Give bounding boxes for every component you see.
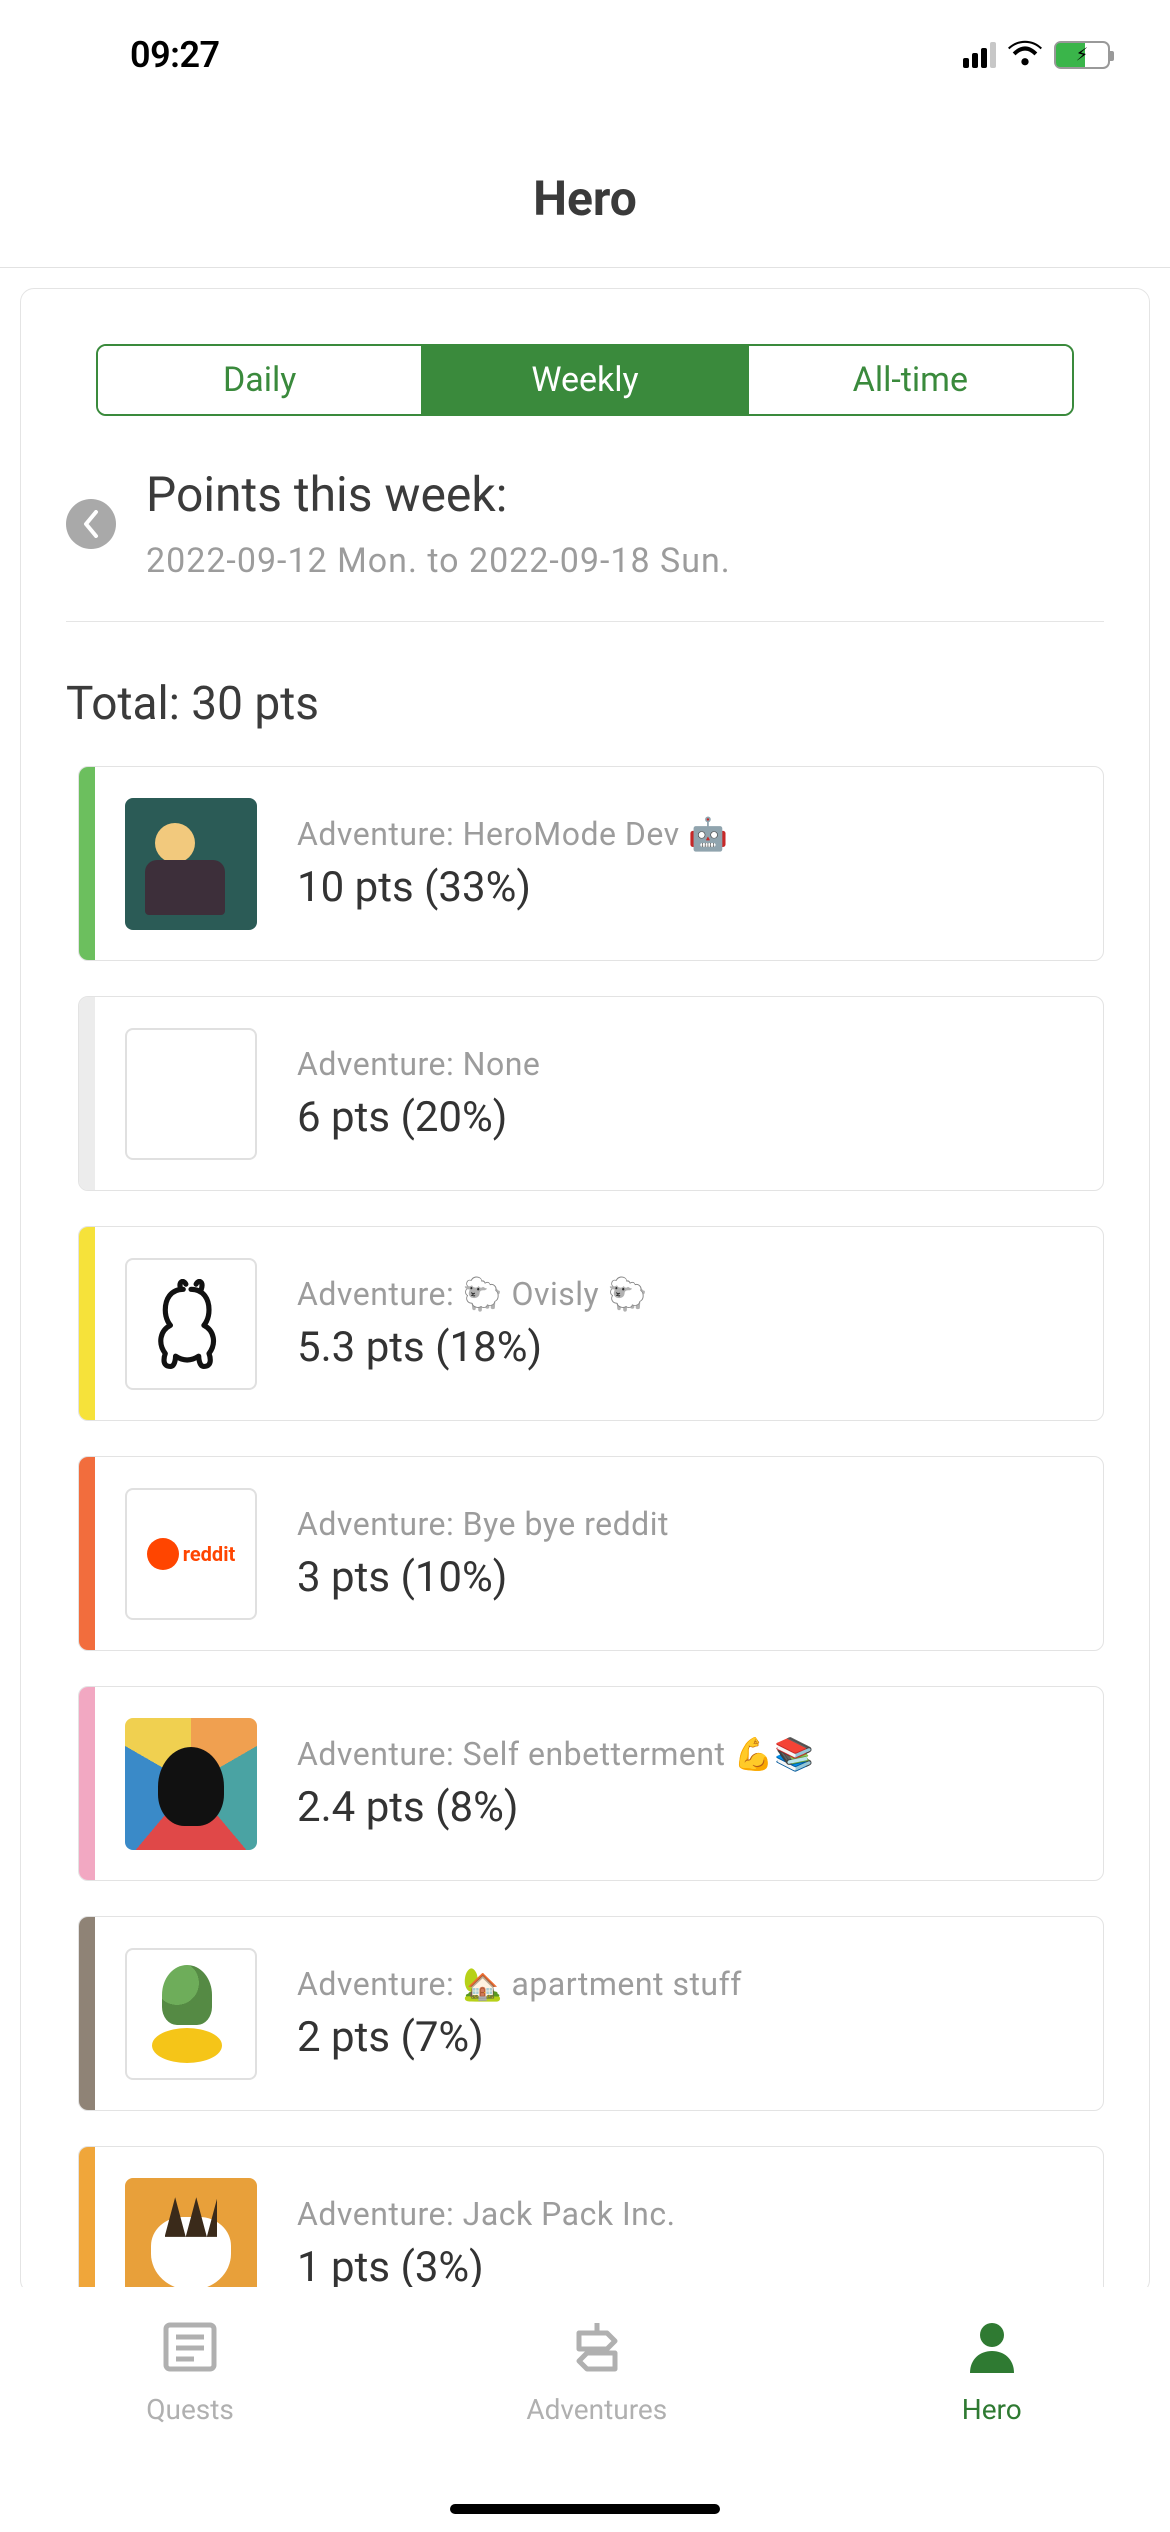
adventure-thumbnail <box>125 798 257 930</box>
adventure-row[interactable]: Adventure: HeroMode Dev 🤖 10 pts (33%) <box>78 766 1104 961</box>
adventure-points: 6 pts (20%) <box>297 1093 540 1142</box>
status-bar: 09:27 ⚡︎ <box>0 0 1170 110</box>
period-segmented-control: Daily Weekly All-time <box>96 344 1074 416</box>
row-accent <box>79 1457 95 1650</box>
adventure-label: Adventure: 🐑 Ovisly 🐑 <box>297 1275 648 1313</box>
page-header: Hero <box>0 110 1170 267</box>
battery-icon: ⚡︎ <box>1054 41 1110 69</box>
tab-hero[interactable]: Hero <box>960 2315 1024 2426</box>
segment-alltime[interactable]: All-time <box>747 346 1072 414</box>
segment-weekly[interactable]: Weekly <box>421 346 746 414</box>
adventures-icon <box>565 2315 629 2379</box>
hero-icon <box>960 2315 1024 2379</box>
row-accent <box>79 767 95 960</box>
adventure-row[interactable]: Adventure: None 6 pts (20%) <box>78 996 1104 1191</box>
adventure-label: Adventure: HeroMode Dev 🤖 <box>297 815 728 853</box>
adventure-row[interactable]: Adventure: Self enbetterment 💪📚 2.4 pts … <box>78 1686 1104 1881</box>
tab-adventures[interactable]: Adventures <box>526 2315 667 2426</box>
adventure-label: Adventure: Self enbetterment 💪📚 <box>297 1735 815 1773</box>
adventure-thumbnail <box>125 2178 257 2295</box>
row-accent <box>79 997 95 1190</box>
wifi-icon <box>1008 40 1042 70</box>
tab-bar: Quests Adventures Hero <box>0 2287 1170 2532</box>
row-accent <box>79 1687 95 1880</box>
adventure-label: Adventure: 🏡 apartment stuff <box>297 1965 742 2003</box>
row-accent <box>79 1227 95 1420</box>
adventure-thumbnail: reddit <box>125 1488 257 1620</box>
adventure-points: 5.3 pts (18%) <box>297 1323 648 1372</box>
adventure-points: 1 pts (3%) <box>297 2243 676 2292</box>
adventure-points: 2.4 pts (8%) <box>297 1783 815 1832</box>
total-points: Total: 30 pts <box>66 677 1104 731</box>
row-accent <box>79 1917 95 2110</box>
tab-label: Quests <box>146 2393 234 2426</box>
adventure-list: Adventure: HeroMode Dev 🤖 10 pts (33%) A… <box>66 766 1104 2294</box>
adventure-points: 3 pts (10%) <box>297 1553 669 1602</box>
tab-label: Adventures <box>526 2393 667 2426</box>
adventure-label: Adventure: Bye bye reddit <box>297 1505 669 1543</box>
cellular-icon <box>963 42 996 68</box>
adventure-label: Adventure: None <box>297 1045 540 1083</box>
points-header: Points this week: 2022-09-12 Mon. to 202… <box>66 466 1104 622</box>
home-indicator <box>450 2504 720 2514</box>
adventure-thumbnail <box>125 1718 257 1850</box>
adventure-label: Adventure: Jack Pack Inc. <box>297 2195 676 2233</box>
quests-icon <box>158 2315 222 2379</box>
status-time: 09:27 <box>130 34 220 76</box>
points-title: Points this week: <box>146 466 731 523</box>
row-accent <box>79 2147 95 2294</box>
adventure-points: 10 pts (33%) <box>297 863 728 912</box>
adventure-thumbnail <box>125 1028 257 1160</box>
status-indicators: ⚡︎ <box>963 40 1110 70</box>
points-date-range: 2022-09-12 Mon. to 2022-09-18 Sun. <box>146 541 731 581</box>
tab-label: Hero <box>962 2393 1022 2426</box>
main-card: Daily Weekly All-time Points this week: … <box>20 288 1150 2294</box>
adventure-row[interactable]: reddit Adventure: Bye bye reddit 3 pts (… <box>78 1456 1104 1651</box>
adventure-points: 2 pts (7%) <box>297 2013 742 2062</box>
chevron-left-icon[interactable] <box>66 499 116 549</box>
adventure-row[interactable]: Adventure: 🐑 Ovisly 🐑 5.3 pts (18%) <box>78 1226 1104 1421</box>
segment-daily[interactable]: Daily <box>98 346 421 414</box>
tab-quests[interactable]: Quests <box>146 2315 234 2426</box>
adventure-thumbnail <box>125 1258 257 1390</box>
adventure-row[interactable]: Adventure: 🏡 apartment stuff 2 pts (7%) <box>78 1916 1104 2111</box>
page-title: Hero <box>0 170 1170 227</box>
adventure-thumbnail <box>125 1948 257 2080</box>
adventure-row[interactable]: Adventure: Jack Pack Inc. 1 pts (3%) <box>78 2146 1104 2294</box>
